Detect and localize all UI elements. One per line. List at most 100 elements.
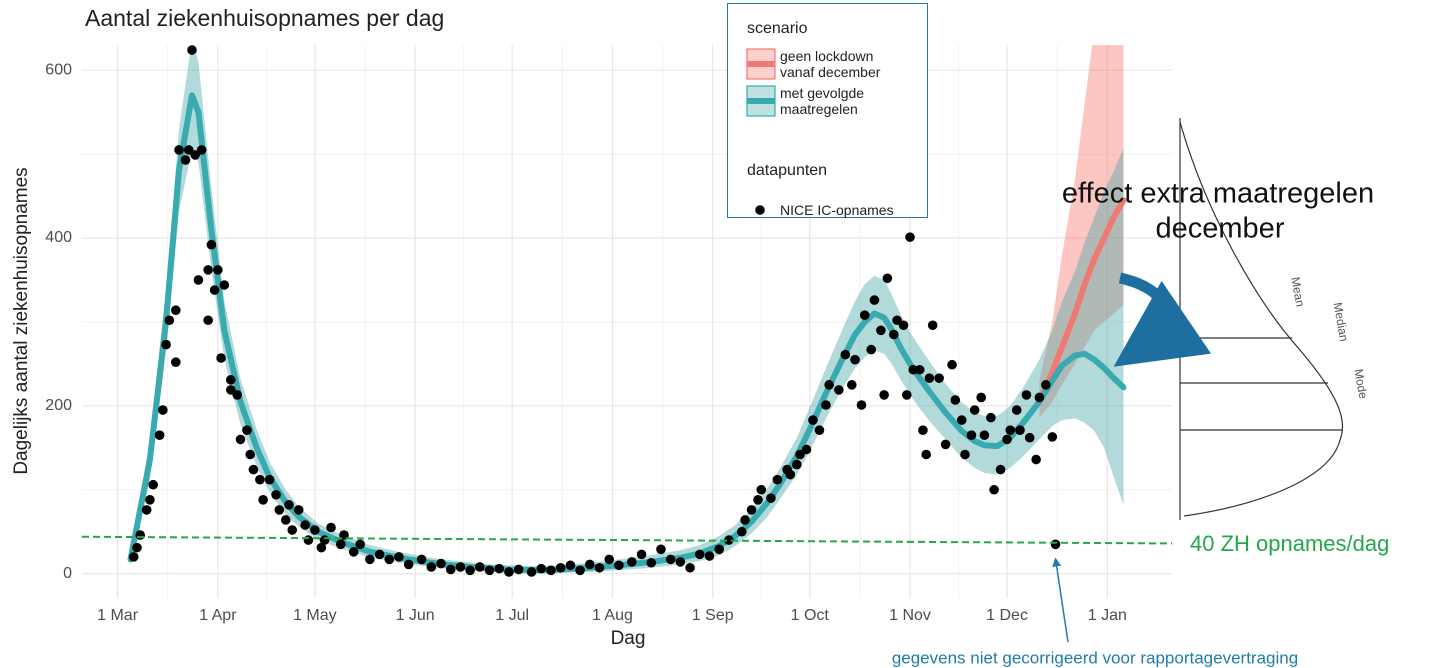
data-point bbox=[232, 390, 243, 400]
data-point bbox=[866, 344, 876, 355]
confidence-band bbox=[1039, 45, 1124, 419]
data-point bbox=[258, 495, 268, 505]
data-point bbox=[293, 505, 304, 515]
x-tick-label: 1 Oct bbox=[791, 607, 830, 624]
data-point bbox=[465, 565, 475, 576]
data-point bbox=[445, 564, 456, 575]
data-point bbox=[814, 425, 825, 435]
data-point bbox=[219, 280, 230, 290]
data-point bbox=[905, 232, 915, 242]
data-point bbox=[475, 562, 485, 572]
data-point bbox=[604, 554, 615, 565]
x-tick-label: 1 Mar bbox=[97, 607, 139, 624]
data-point bbox=[128, 552, 139, 562]
data-point bbox=[145, 495, 155, 505]
data-point bbox=[287, 525, 298, 535]
data-point bbox=[180, 155, 191, 165]
data-point bbox=[154, 430, 165, 441]
x-tick-label: 1 Jul bbox=[495, 607, 529, 624]
data-point bbox=[225, 375, 236, 385]
data-point bbox=[927, 320, 938, 331]
data-point bbox=[526, 567, 537, 577]
data-point bbox=[924, 373, 935, 383]
data-point bbox=[766, 493, 776, 503]
data-point bbox=[740, 515, 750, 525]
data-point bbox=[986, 412, 996, 423]
x-tick-label: 1 May bbox=[293, 607, 337, 624]
data-point bbox=[245, 449, 255, 460]
data-point bbox=[187, 45, 197, 55]
data-point bbox=[960, 449, 970, 460]
data-point bbox=[889, 329, 899, 340]
chart-title: Aantal ziekenhuisopnames per dag bbox=[85, 5, 444, 31]
data-point bbox=[203, 265, 213, 275]
data-point bbox=[724, 535, 734, 545]
data-point bbox=[934, 373, 944, 383]
legend-label: NICE IC-opnames bbox=[780, 202, 894, 218]
data-point bbox=[209, 285, 220, 295]
data-point bbox=[384, 554, 395, 565]
data-point bbox=[665, 554, 676, 565]
data-point bbox=[316, 542, 327, 553]
data-point bbox=[1002, 434, 1012, 445]
data-point bbox=[148, 479, 158, 490]
annotation: gegevens niet gecorrigeerd voor rapporta… bbox=[892, 648, 1298, 667]
data-point bbox=[956, 415, 967, 425]
data-point bbox=[213, 265, 223, 275]
inset-label: Mode bbox=[1351, 368, 1370, 400]
data-point bbox=[235, 434, 246, 445]
data-point bbox=[882, 273, 893, 284]
data-point bbox=[170, 305, 181, 315]
annotation: effect extra maatregelen bbox=[1062, 178, 1374, 210]
legend-item: NICE IC-opnames bbox=[748, 202, 923, 222]
data-point bbox=[164, 315, 175, 326]
data-point bbox=[1031, 454, 1041, 465]
data-point bbox=[901, 390, 912, 400]
y-tick-label: 200 bbox=[45, 397, 72, 414]
data-point bbox=[494, 563, 505, 574]
data-point bbox=[940, 439, 951, 450]
data-point bbox=[326, 522, 336, 533]
data-point bbox=[161, 339, 171, 350]
data-point bbox=[190, 150, 201, 160]
data-point bbox=[976, 392, 986, 403]
data-point bbox=[170, 357, 181, 367]
legend-item: geen lockdown vanaf december bbox=[746, 48, 923, 82]
data-point bbox=[513, 564, 524, 575]
data-point bbox=[746, 505, 757, 515]
data-point bbox=[303, 535, 314, 545]
data-point bbox=[174, 145, 184, 155]
data-point bbox=[966, 430, 977, 441]
data-point bbox=[206, 239, 217, 250]
plot-area bbox=[127, 45, 1127, 577]
data-point bbox=[284, 500, 294, 510]
data-point bbox=[585, 559, 595, 570]
data-point bbox=[255, 474, 265, 485]
data-point bbox=[785, 469, 796, 480]
data-point bbox=[1011, 405, 1022, 415]
data-point bbox=[876, 325, 886, 336]
data-point bbox=[504, 567, 514, 577]
data-point bbox=[879, 390, 889, 400]
data-point bbox=[859, 310, 870, 321]
x-tick-label: 1 Jun bbox=[396, 607, 435, 624]
y-axis-title: Dagelijks aantal ziekenhuisopnames bbox=[11, 167, 32, 474]
data-point bbox=[565, 560, 576, 571]
data-point bbox=[196, 145, 207, 155]
data-point bbox=[898, 320, 909, 331]
data-point bbox=[792, 459, 802, 470]
data-point bbox=[348, 547, 359, 557]
data-point bbox=[656, 544, 666, 555]
data-point bbox=[319, 535, 330, 545]
data-point bbox=[694, 549, 705, 560]
x-tick-label: 1 Jan bbox=[1088, 607, 1127, 624]
data-point bbox=[536, 563, 547, 574]
legend-label: met gevolgde maatregelen bbox=[780, 85, 865, 117]
data-point bbox=[850, 354, 860, 365]
data-point bbox=[216, 353, 226, 363]
data-point bbox=[675, 557, 686, 567]
annotation: december bbox=[1156, 213, 1285, 245]
data-point bbox=[365, 554, 375, 565]
data-point bbox=[856, 400, 867, 410]
